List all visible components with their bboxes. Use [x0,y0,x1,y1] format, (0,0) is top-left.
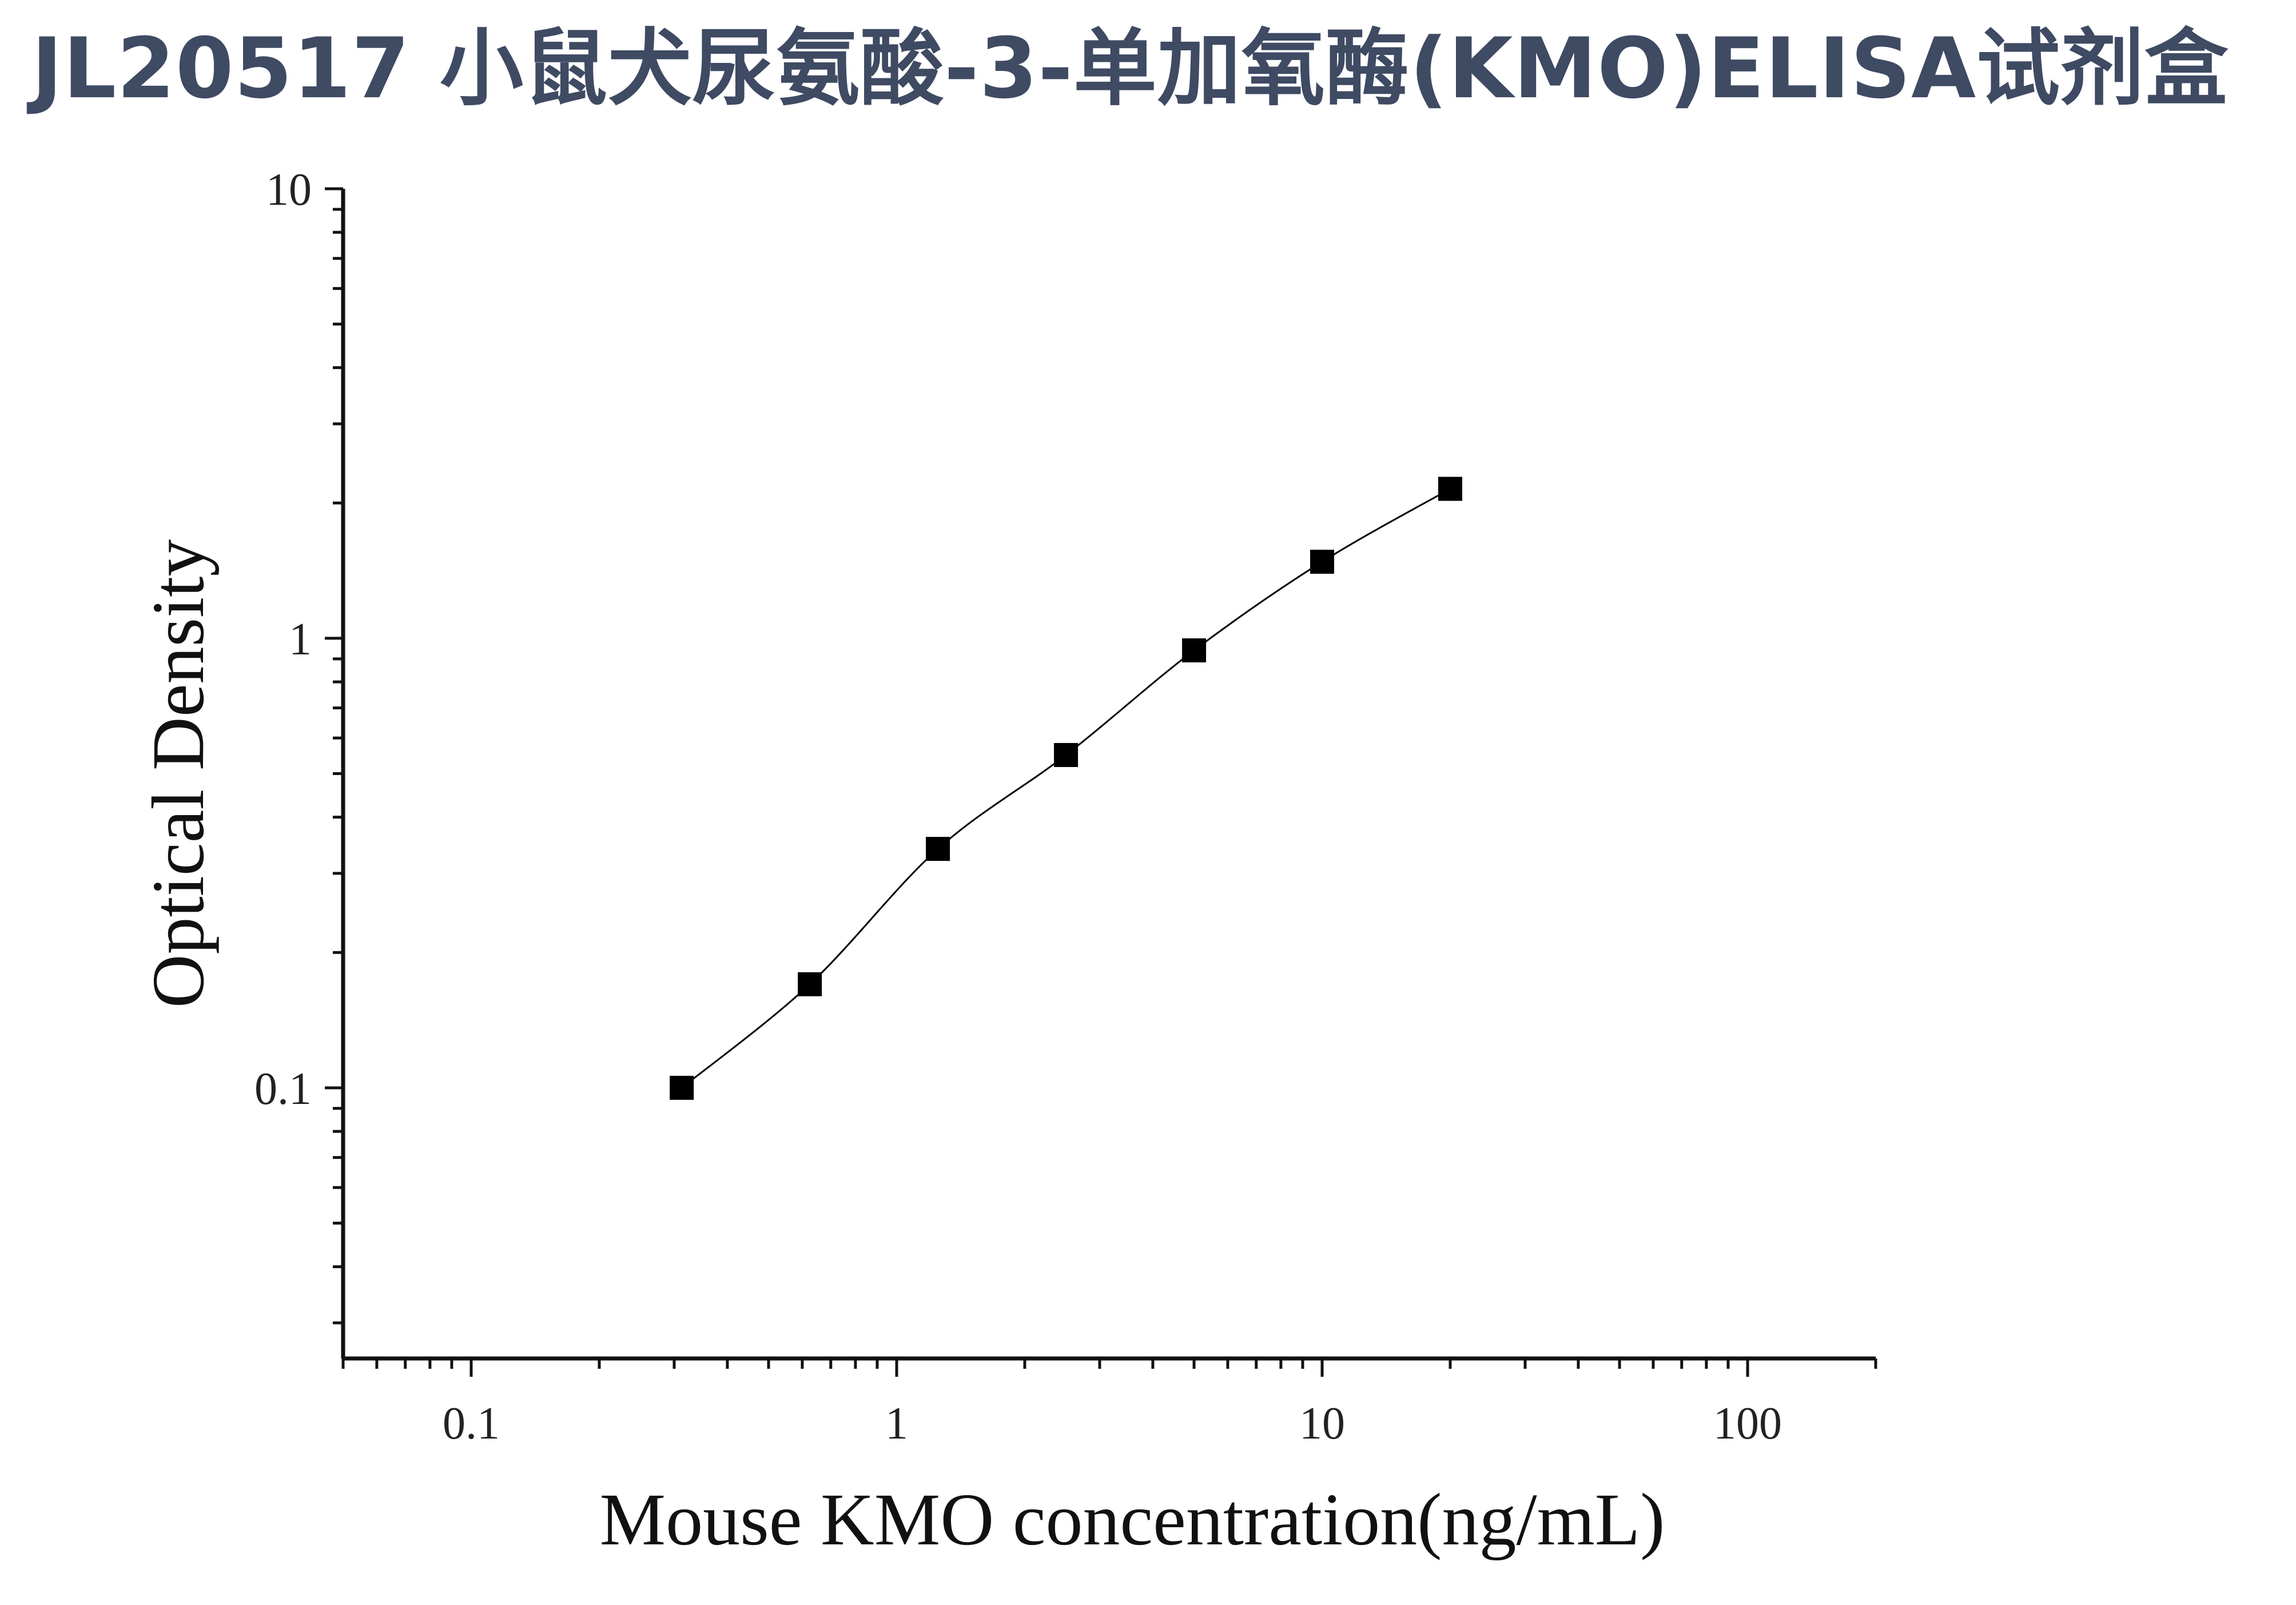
data-point [1182,638,1207,663]
y-tick-label: 1 [289,614,312,665]
data-point [1438,476,1462,501]
y-tick-label: 10 [266,165,312,215]
data-point [1310,550,1335,574]
x-axis-ticks: 0.1 1 10 100 [341,1358,1877,1449]
x-tick-label: 0.1 [443,1399,500,1449]
x-tick-label: 1 [885,1399,908,1449]
x-tick-label: 10 [1299,1399,1345,1449]
data-points [670,476,1462,1100]
axes [341,189,1876,1361]
y-axis-label: Optical Density [137,539,220,1008]
fit-curve-line [681,488,1451,1088]
y-axis-ticks: 0.1 1 10 [254,165,343,1325]
x-axis-label: Mouse KMO concentration(ng/mL) [600,1479,1665,1561]
y-tick-label: 0.1 [254,1064,312,1114]
x-tick-label: 100 [1713,1399,1782,1449]
data-point [1054,742,1079,767]
fit-curve [681,488,1451,1088]
data-point [798,972,822,996]
data-point [926,837,950,861]
page-title: JL20517 小鼠犬尿氨酸-3-单加氧酶(KMO)ELISA试剂盒 [31,20,2229,117]
data-point [670,1075,694,1100]
